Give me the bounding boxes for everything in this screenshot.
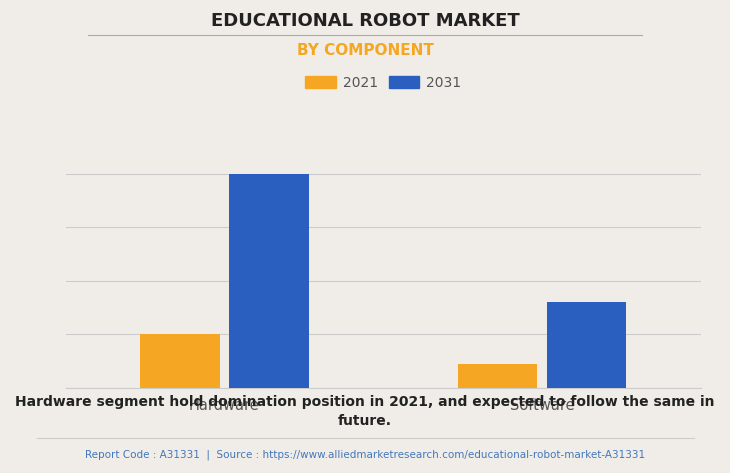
Bar <box>458 364 537 388</box>
Bar <box>229 174 309 388</box>
Text: Report Code : A31331  |  Source : https://www.alliedmarketresearch.com/education: Report Code : A31331 | Source : https://… <box>85 450 645 460</box>
Text: EDUCATIONAL ROBOT MARKET: EDUCATIONAL ROBOT MARKET <box>211 12 519 30</box>
Bar <box>140 334 220 388</box>
Text: BY COMPONENT: BY COMPONENT <box>296 43 434 58</box>
Text: Hardware segment hold domination position in 2021, and expected to follow the sa: Hardware segment hold domination positio… <box>15 395 715 429</box>
Legend: 2021, 2031: 2021, 2031 <box>299 70 467 95</box>
Bar <box>547 302 626 388</box>
